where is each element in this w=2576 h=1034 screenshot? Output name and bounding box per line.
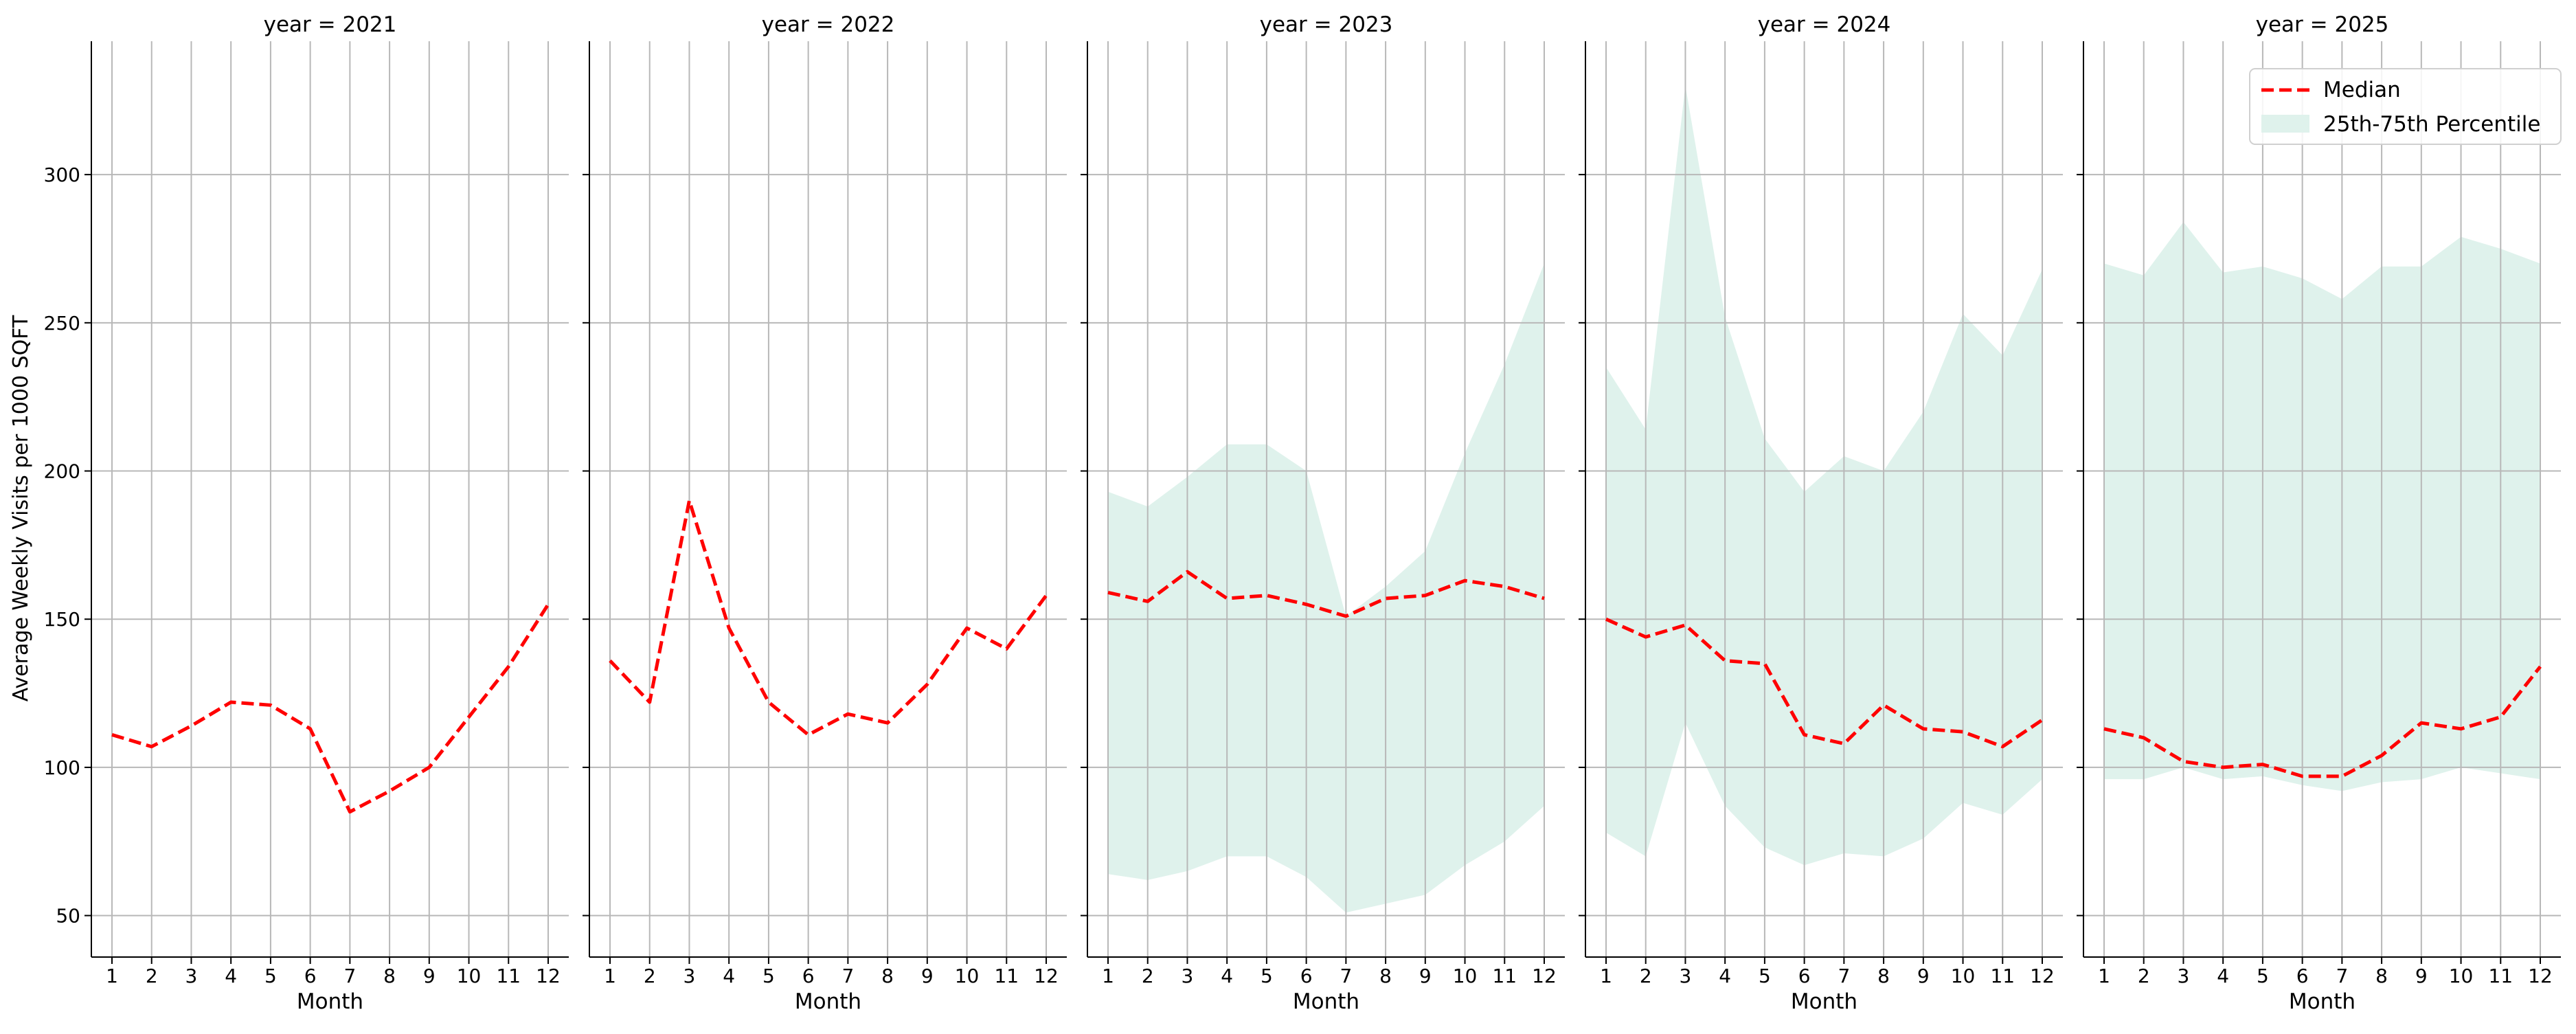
x-tick-label: 2 (1640, 965, 1652, 987)
x-tick-label: 9 (1419, 965, 1432, 987)
x-tick-label: 11 (994, 965, 1019, 987)
x-tick-label: 10 (1453, 965, 1478, 987)
legend-box (2249, 68, 2562, 145)
y-tick-label: 150 (44, 608, 80, 631)
x-axis-label: Month (297, 989, 363, 1014)
x-tick-label: 10 (1951, 965, 1976, 987)
x-tick-label: 1 (1600, 965, 1612, 987)
y-tick-label: 300 (44, 164, 80, 186)
x-tick-label: 6 (304, 965, 317, 987)
median-line (111, 603, 550, 814)
x-tick-label: 4 (2217, 965, 2229, 987)
x-axis-label: Month (1791, 989, 1857, 1014)
x-tick-label: 10 (457, 965, 482, 987)
x-tick-label: 4 (1719, 965, 1731, 987)
x-tick-label: 6 (2296, 965, 2309, 987)
panel-title: year = 2022 (762, 12, 895, 37)
x-axis-label: Month (795, 989, 861, 1014)
y-axis-label: Average Weekly Visits per 1000 SQFT (9, 315, 33, 701)
x-tick-label: 3 (683, 965, 696, 987)
median-line (609, 499, 1048, 737)
x-tick-label: 2 (2138, 965, 2150, 987)
x-axis-label: Month (1293, 989, 1359, 1014)
x-tick-label: 3 (1182, 965, 1194, 987)
x-tick-label: 5 (2257, 965, 2269, 987)
x-axis-label: Month (2289, 989, 2355, 1014)
x-tick-label: 9 (423, 965, 436, 987)
median-line (2103, 665, 2542, 778)
percentile-band (2104, 222, 2540, 791)
legend-label-percentile: 25th-75th Percentile (2323, 112, 2540, 137)
percentile-band (1108, 263, 1544, 913)
x-tick-label: 8 (1877, 965, 1890, 987)
x-tick-label: 6 (1798, 965, 1811, 987)
x-tick-label: 2 (146, 965, 158, 987)
x-tick-label: 5 (762, 965, 775, 987)
x-tick-label: 6 (1300, 965, 1313, 987)
percentile-band (1606, 85, 2042, 866)
x-tick-label: 1 (604, 965, 616, 987)
legend-label-median: Median (2323, 78, 2401, 102)
panel-title: year = 2021 (264, 12, 397, 37)
x-tick-label: 4 (1221, 965, 1233, 987)
x-tick-label: 11 (1492, 965, 1517, 987)
y-tick-label: 250 (44, 312, 80, 335)
y-tick-label: 100 (44, 756, 80, 779)
x-tick-label: 11 (496, 965, 521, 987)
legend-swatch-percentile (2261, 115, 2309, 133)
x-tick-label: 9 (1917, 965, 1930, 987)
x-tick-label: 3 (1680, 965, 1692, 987)
x-tick-label: 2 (1142, 965, 1154, 987)
x-tick-label: 5 (1261, 965, 1273, 987)
median-line (1605, 617, 2044, 749)
x-tick-label: 1 (2098, 965, 2110, 987)
x-tick-label: 3 (185, 965, 198, 987)
x-tick-label: 12 (2030, 965, 2055, 987)
legend: Median 25th-75th Percentile (2249, 68, 2562, 145)
x-tick-label: 11 (2488, 965, 2513, 987)
x-tick-label: 12 (1532, 965, 1557, 987)
x-tick-label: 4 (225, 965, 237, 987)
panel-title: year = 2023 (1260, 12, 1393, 37)
x-tick-label: 1 (1102, 965, 1114, 987)
x-tick-label: 4 (723, 965, 735, 987)
x-tick-label: 6 (802, 965, 815, 987)
x-tick-label: 12 (536, 965, 561, 987)
panel-title: year = 2025 (2256, 12, 2389, 37)
x-tick-label: 3 (2178, 965, 2190, 987)
x-tick-label: 5 (264, 965, 277, 987)
x-tick-label: 12 (1034, 965, 1059, 987)
x-tick-label: 12 (2528, 965, 2553, 987)
x-tick-label: 8 (881, 965, 894, 987)
x-tick-label: 7 (2336, 965, 2348, 987)
x-tick-label: 1 (106, 965, 118, 987)
panel-title: year = 2024 (1758, 12, 1891, 37)
x-tick-label: 8 (383, 965, 396, 987)
x-tick-label: 2 (644, 965, 656, 987)
x-tick-label: 10 (955, 965, 980, 987)
x-tick-label: 7 (841, 965, 854, 987)
x-tick-label: 7 (1838, 965, 1850, 987)
median-line (1107, 570, 1545, 618)
x-tick-label: 5 (1759, 965, 1771, 987)
x-tick-label: 8 (1379, 965, 1392, 987)
x-tick-label: 8 (2375, 965, 2388, 987)
x-tick-label: 7 (1340, 965, 1352, 987)
x-tick-label: 10 (2449, 965, 2474, 987)
x-tick-label: 7 (343, 965, 356, 987)
x-tick-label: 9 (921, 965, 934, 987)
x-tick-label: 9 (2415, 965, 2428, 987)
y-tick-label: 50 (56, 905, 80, 928)
x-tick-label: 11 (1990, 965, 2015, 987)
y-tick-label: 200 (44, 460, 80, 483)
